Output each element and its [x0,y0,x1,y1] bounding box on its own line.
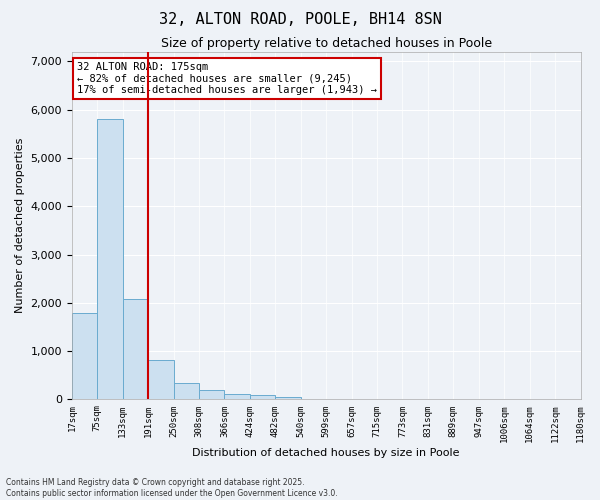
Bar [148,360,173,400]
Bar [199,390,224,400]
Text: 32, ALTON ROAD, POOLE, BH14 8SN: 32, ALTON ROAD, POOLE, BH14 8SN [158,12,442,28]
Title: Size of property relative to detached houses in Poole: Size of property relative to detached ho… [161,38,492,51]
Bar [224,394,250,400]
Y-axis label: Number of detached properties: Number of detached properties [15,138,25,313]
Bar [275,396,301,400]
Bar [250,395,275,400]
Bar [72,312,97,400]
X-axis label: Distribution of detached houses by size in Poole: Distribution of detached houses by size … [193,448,460,458]
Bar [123,298,148,400]
Bar [97,120,123,400]
Text: 32 ALTON ROAD: 175sqm
← 82% of detached houses are smaller (9,245)
17% of semi-d: 32 ALTON ROAD: 175sqm ← 82% of detached … [77,62,377,96]
Text: Contains HM Land Registry data © Crown copyright and database right 2025.
Contai: Contains HM Land Registry data © Crown c… [6,478,338,498]
Bar [173,384,199,400]
